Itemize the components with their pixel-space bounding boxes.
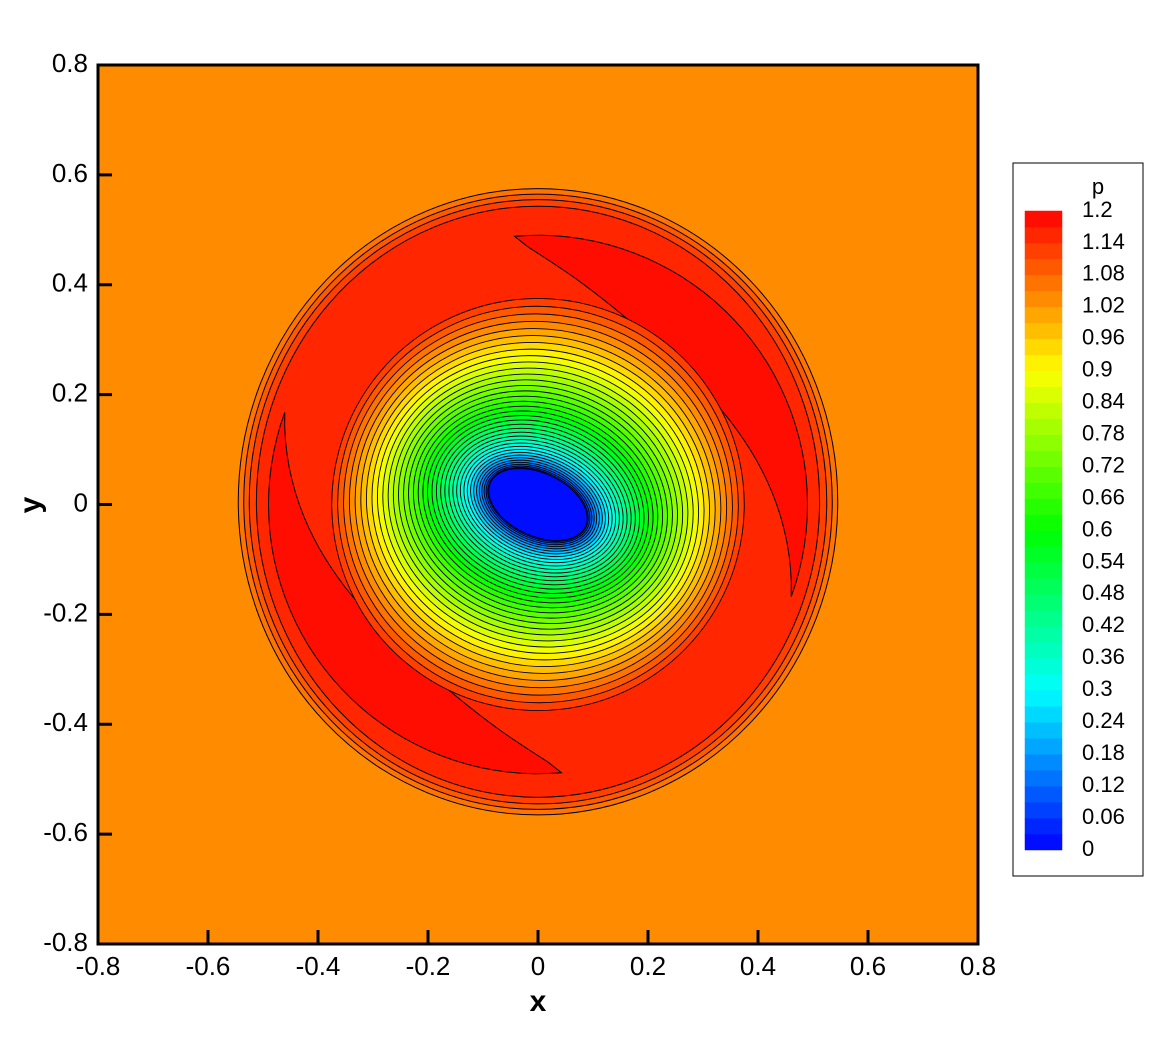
colorbar-band	[1024, 721, 1063, 739]
colorbar-band	[1024, 769, 1063, 787]
x-tick-label: 0.4	[740, 951, 776, 981]
y-tick-label: 0.4	[52, 268, 88, 298]
x-tick-label: 0.6	[850, 951, 886, 981]
colorbar-band	[1024, 370, 1063, 387]
colorbar-label: 0.84	[1082, 389, 1125, 414]
colorbar-label: 0.12	[1082, 772, 1125, 797]
colorbar-band	[1024, 434, 1063, 451]
y-tick-label: 0.8	[52, 48, 88, 78]
colorbar-band	[1024, 626, 1063, 643]
colorbar-band	[1024, 674, 1063, 691]
x-tick-label: -0.2	[406, 951, 451, 981]
colorbar-label: 0.06	[1082, 804, 1125, 829]
colorbar-band	[1024, 546, 1063, 563]
contour-area	[98, 65, 978, 944]
colorbar-band	[1024, 642, 1063, 659]
colorbar-band	[1024, 418, 1063, 435]
colorbar-band	[1024, 386, 1063, 403]
colorbar-label: 0.54	[1082, 548, 1125, 573]
colorbar-label: 0.24	[1082, 708, 1125, 733]
colorbar-band	[1024, 658, 1063, 675]
colorbar-label: 1.08	[1082, 261, 1125, 286]
colorbar-label: 0.96	[1082, 325, 1125, 350]
y-tick-label: -0.6	[43, 817, 88, 847]
colorbar-label: 0.3	[1082, 676, 1113, 701]
colorbar-band	[1024, 785, 1063, 803]
colorbar-band	[1024, 210, 1063, 228]
colorbar-band	[1024, 737, 1063, 755]
colorbar-band	[1024, 258, 1063, 276]
colorbar-label: 0.18	[1082, 740, 1125, 765]
colorbar-band	[1024, 801, 1063, 819]
colorbar-band	[1024, 578, 1063, 595]
colorbar-label: 1.14	[1082, 229, 1125, 254]
contour-region	[488, 468, 588, 541]
colorbar-band	[1024, 690, 1063, 707]
colorbar-label: 0.36	[1082, 644, 1125, 669]
colorbar-band	[1024, 705, 1063, 723]
colorbar-band	[1024, 482, 1063, 499]
colorbar-label: 0.6	[1082, 516, 1113, 541]
colorbar-band	[1024, 274, 1063, 292]
x-tick-label: -0.4	[296, 951, 341, 981]
colorbar-band	[1024, 833, 1063, 851]
colorbar-label: 0.42	[1082, 612, 1125, 637]
colorbar-title: p	[1092, 174, 1104, 199]
x-tick-label: 0.2	[630, 951, 666, 981]
colorbar-band	[1024, 402, 1063, 419]
colorbar-label: 0.9	[1082, 357, 1113, 382]
y-tick-label: 0.6	[52, 158, 88, 188]
colorbar-label: 0.72	[1082, 452, 1125, 477]
colorbar-band	[1024, 817, 1063, 835]
x-axis-label: x	[530, 985, 547, 1018]
colorbar-band	[1024, 322, 1063, 340]
colorbar-band	[1024, 354, 1063, 371]
y-tick-label: -0.2	[43, 597, 88, 627]
colorbar-band	[1024, 753, 1063, 771]
colorbar-label: 0.78	[1082, 420, 1125, 445]
colorbar-band	[1024, 610, 1063, 627]
colorbar-band	[1024, 338, 1063, 356]
x-tick-label: -0.6	[186, 951, 231, 981]
colorbar-band	[1024, 562, 1063, 579]
colorbar-band	[1024, 530, 1063, 547]
colorbar-band	[1024, 498, 1063, 515]
y-tick-label: -0.4	[43, 707, 88, 737]
y-axis-label: y	[14, 496, 47, 513]
colorbar-band	[1024, 450, 1063, 467]
colorbar-label: 1.2	[1082, 197, 1113, 222]
colorbar-label: 0.66	[1082, 484, 1125, 509]
colorbar-band	[1024, 594, 1063, 611]
y-tick-label: -0.8	[43, 927, 88, 957]
y-tick-label: 0.2	[52, 378, 88, 408]
y-tick-label: 0	[74, 487, 88, 517]
colorbar-band	[1024, 466, 1063, 483]
x-tick-label: -0.8	[76, 951, 121, 981]
colorbar-label: 0	[1082, 836, 1094, 861]
colorbar-band	[1024, 514, 1063, 531]
colorbar-label: 0.48	[1082, 580, 1125, 605]
colorbar-band	[1024, 226, 1063, 244]
x-tick-label: 0	[531, 951, 545, 981]
colorbar-label: 1.02	[1082, 293, 1125, 318]
colorbar-band	[1024, 242, 1063, 260]
x-tick-label: 0.8	[960, 951, 996, 981]
colorbar-band	[1024, 306, 1063, 324]
colorbar-band	[1024, 290, 1063, 308]
